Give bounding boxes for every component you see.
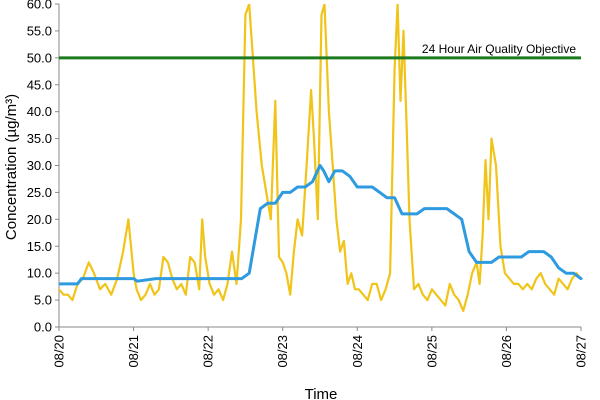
series-layer bbox=[59, 4, 583, 312]
reference-layer: 24 Hour Air Quality Objective bbox=[59, 42, 581, 60]
y-axis-title: Concentration (µg/m³) bbox=[3, 94, 20, 240]
x-tick-label: 08/21 bbox=[126, 335, 141, 368]
y-tick-label: 20.0 bbox=[27, 212, 52, 227]
y-tick-label: 60.0 bbox=[27, 0, 52, 12]
y-tick-label: 0.0 bbox=[34, 320, 52, 335]
x-tick-label: 08/23 bbox=[275, 335, 290, 368]
y-tick-label: 10.0 bbox=[27, 266, 52, 281]
series-line-rolling bbox=[59, 164, 583, 286]
y-tick-label: 5.0 bbox=[34, 293, 52, 308]
y-tick-label: 55.0 bbox=[27, 23, 52, 38]
x-tick-label: 08/25 bbox=[424, 335, 439, 368]
reference-line-label: 24 Hour Air Quality Objective bbox=[422, 42, 576, 56]
x-axis-title: Time bbox=[305, 386, 338, 400]
y-tick-label: 40.0 bbox=[27, 104, 52, 119]
x-tick-label: 08/27 bbox=[574, 335, 589, 368]
x-tick-label: 08/20 bbox=[52, 335, 67, 368]
y-tick-label: 45.0 bbox=[27, 77, 52, 92]
y-tick-label: 35.0 bbox=[27, 131, 52, 146]
y-tick-label: 25.0 bbox=[27, 185, 52, 200]
y-tick-label: 50.0 bbox=[27, 50, 52, 65]
y-tick-label: 30.0 bbox=[27, 158, 52, 173]
y-tick-label: 15.0 bbox=[27, 239, 52, 254]
x-tick-label: 08/26 bbox=[499, 335, 514, 368]
labels-layer: 0.0 5.0 10.0 15.0 20.0 25.0 30.0 35.0 40.0 45.0 50… bbox=[27, 0, 589, 368]
x-tick-label: 08/22 bbox=[201, 335, 216, 368]
x-tick-label: 08/24 bbox=[350, 335, 365, 368]
